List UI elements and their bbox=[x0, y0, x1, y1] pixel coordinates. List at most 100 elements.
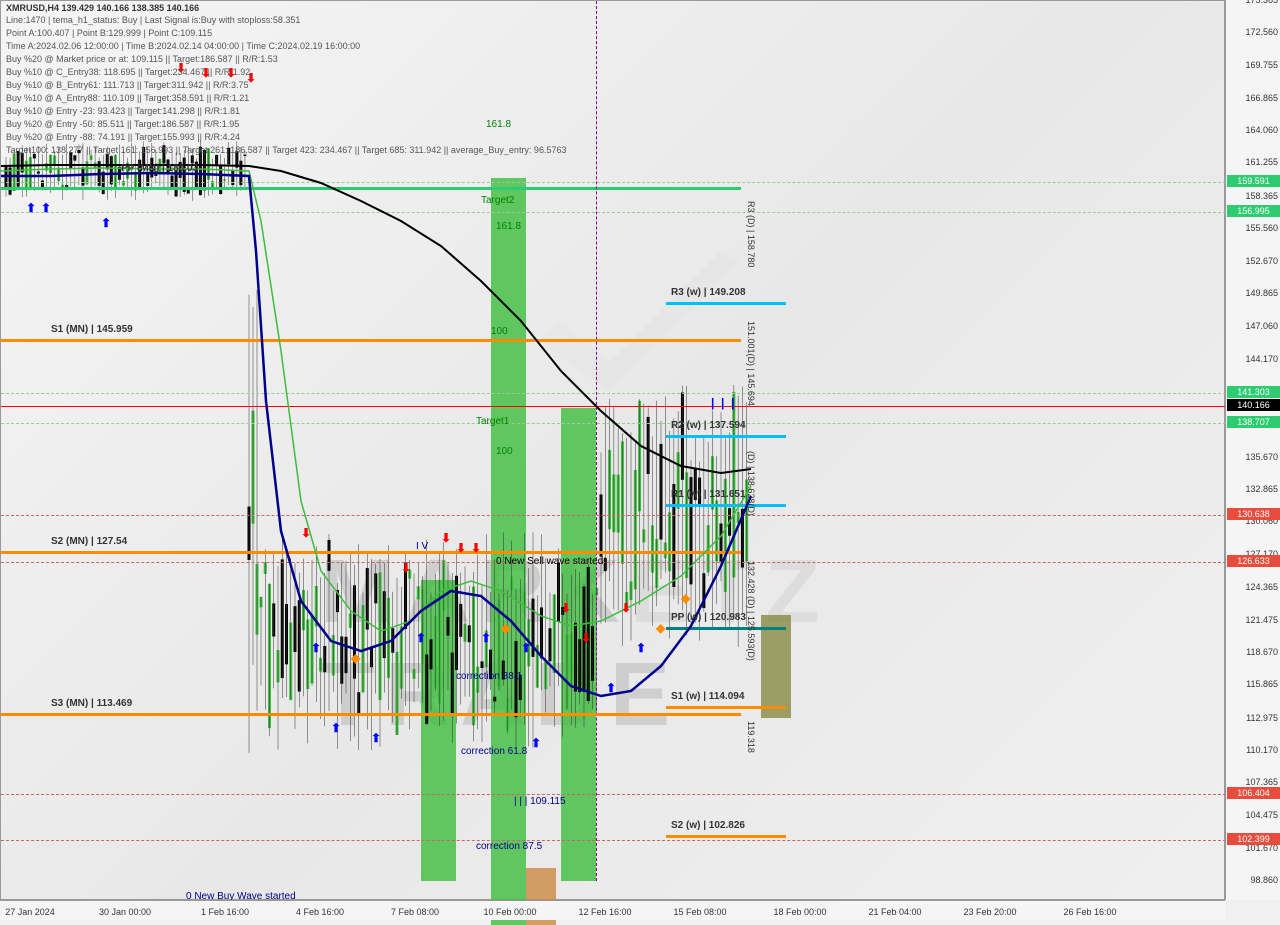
correction-label: correction 61.8 bbox=[461, 746, 527, 757]
arrow-marker: ⬆ bbox=[481, 631, 491, 645]
wave-label: 0 New Sell wave started bbox=[496, 556, 603, 567]
fib-label: 161.8 bbox=[486, 119, 511, 130]
correction-label: | | | 109.115 bbox=[514, 796, 566, 807]
vertical-text: R3 (D) | 158.780 bbox=[746, 201, 756, 267]
y-tick-highlight: 156.995 bbox=[1227, 205, 1280, 217]
pivot-label: S1 (w) | 114.094 bbox=[671, 691, 744, 702]
h-line bbox=[1, 840, 1226, 841]
y-tick-highlight: 159.591 bbox=[1227, 175, 1280, 187]
h-line bbox=[1, 393, 1226, 394]
arrow-marker: ⬆ bbox=[521, 641, 531, 655]
y-tick: 152.670 bbox=[1245, 256, 1278, 266]
arrow-marker: | bbox=[721, 396, 724, 410]
pivot-line bbox=[666, 835, 786, 838]
h-line bbox=[1, 515, 1226, 516]
y-tick: 155.560 bbox=[1245, 223, 1278, 233]
arrow-marker: ⬆ bbox=[101, 216, 111, 230]
x-tick: 21 Feb 04:00 bbox=[868, 907, 921, 917]
pivot-line bbox=[666, 504, 786, 507]
info-line: Point A:100.407 | Point B:129.999 | Poin… bbox=[6, 28, 212, 38]
y-tick: 166.865 bbox=[1245, 93, 1278, 103]
arrow-marker: ⬇ bbox=[441, 531, 451, 545]
y-tick: 164.060 bbox=[1245, 125, 1278, 135]
pivot-label: S2 (w) | 102.826 bbox=[671, 820, 745, 831]
plot-area[interactable]: XMRUSD,H4 139.429 140.166 138.385 140.16… bbox=[0, 0, 1225, 900]
info-line: Time A:2024.02.06 12:00:00 | Time B:2024… bbox=[6, 41, 360, 51]
arrow-marker: ◆ bbox=[351, 651, 360, 665]
info-line: Buy %20 @ Market price or at: 109.115 ||… bbox=[6, 54, 278, 64]
y-tick: 115.865 bbox=[1246, 679, 1278, 689]
h-line bbox=[1, 212, 1226, 213]
arrow-marker: ⬇ bbox=[621, 601, 631, 615]
y-tick: 124.365 bbox=[1245, 582, 1278, 592]
y-tick-highlight: 138.707 bbox=[1227, 416, 1280, 428]
arrow-marker: ⬆ bbox=[331, 721, 341, 735]
pivot-line bbox=[666, 302, 786, 305]
info-line: Buy %10 @ B_Entry61: 111.713 || Target:3… bbox=[6, 80, 248, 90]
x-tick: 23 Feb 20:00 bbox=[963, 907, 1016, 917]
arrow-marker: ⬇ bbox=[456, 541, 466, 555]
pivot-label: PP (w) | 120.983 bbox=[671, 612, 746, 623]
vertical-dashed bbox=[596, 1, 597, 881]
arrow-marker: ⬇ bbox=[581, 631, 591, 645]
y-tick-highlight: 141.303 bbox=[1227, 386, 1280, 398]
vertical-text: 119.318 bbox=[746, 721, 756, 753]
pivot-line bbox=[1, 551, 741, 554]
x-tick: 4 Feb 16:00 bbox=[296, 907, 344, 917]
y-axis: 175.365172.560169.755166.865164.060161.2… bbox=[1225, 0, 1280, 900]
y-tick: 107.365 bbox=[1245, 777, 1278, 787]
target-line bbox=[1, 187, 741, 190]
correction-label: I V bbox=[416, 541, 428, 552]
arrow-marker: ⬆ bbox=[41, 201, 51, 215]
y-tick: 158.365 bbox=[1245, 191, 1278, 201]
y-tick: 172.560 bbox=[1245, 27, 1278, 37]
y-tick-highlight: 140.166 bbox=[1227, 399, 1280, 411]
y-tick: 132.865 bbox=[1245, 484, 1278, 494]
h-line bbox=[1, 794, 1226, 795]
x-tick: 27 Jan 2024 bbox=[5, 907, 55, 917]
pivot-label: PP (MN) | 180.03 bbox=[121, 163, 198, 174]
y-tick-highlight: 126.633 bbox=[1227, 555, 1280, 567]
y-tick: 98.860 bbox=[1250, 875, 1278, 885]
y-tick: 104.475 bbox=[1245, 810, 1278, 820]
x-tick: 30 Jan 00:00 bbox=[99, 907, 151, 917]
pivot-line bbox=[666, 706, 786, 709]
arrow-marker: ⬇ bbox=[561, 601, 571, 615]
h-line bbox=[1, 562, 1226, 563]
pivot-label: S1 (MN) | 145.959 bbox=[51, 324, 133, 335]
y-tick-highlight: 130.638 bbox=[1227, 508, 1280, 520]
fib-label: 100 bbox=[496, 446, 513, 457]
y-tick-highlight: 102.399 bbox=[1227, 833, 1280, 845]
y-tick: 135.670 bbox=[1245, 452, 1278, 462]
info-line: Buy %20 @ Entry -50: 85.511 || Target:18… bbox=[6, 119, 239, 129]
x-tick: 18 Feb 00:00 bbox=[773, 907, 826, 917]
arrow-marker: ⬆ bbox=[26, 201, 36, 215]
h-line bbox=[1, 182, 1226, 183]
target-label: Target2 bbox=[481, 195, 514, 206]
pivot-line bbox=[666, 627, 786, 630]
arrow-marker: ⬇ bbox=[401, 561, 411, 575]
arrow-marker: | bbox=[711, 396, 714, 410]
arrow-marker: | bbox=[731, 396, 734, 410]
info-line: Buy %20 @ Entry -88: 74.191 || Target:15… bbox=[6, 132, 240, 142]
y-tick: 169.755 bbox=[1245, 60, 1278, 70]
y-tick-highlight: 106.404 bbox=[1227, 787, 1280, 799]
y-tick: 112.975 bbox=[1246, 713, 1278, 723]
pivot-line bbox=[666, 435, 786, 438]
h-line bbox=[1, 423, 1226, 424]
info-line: Target100: 138.277 || Target 161: 156.99… bbox=[6, 145, 566, 155]
y-tick: 147.060 bbox=[1245, 321, 1278, 331]
pivot-label: S2 (MN) | 127.54 bbox=[51, 536, 127, 547]
correction-label: correction 38.1 bbox=[456, 671, 522, 682]
y-tick: 175.365 bbox=[1245, 0, 1278, 5]
pivot-label: R1 (w) | 131.651 bbox=[671, 489, 746, 500]
x-tick: 12 Feb 16:00 bbox=[578, 907, 631, 917]
correction-label: correction 87.5 bbox=[476, 841, 542, 852]
x-tick: 7 Feb 08:00 bbox=[391, 907, 439, 917]
pivot-line bbox=[1, 713, 741, 716]
arrow-marker: ⬆ bbox=[416, 631, 426, 645]
vertical-text: 132.428 (D) | 125.593(D) bbox=[746, 561, 756, 661]
y-tick: 118.670 bbox=[1246, 647, 1278, 657]
h-line bbox=[1, 406, 1226, 407]
pivot-label: S3 (MN) | 113.469 bbox=[51, 698, 132, 709]
